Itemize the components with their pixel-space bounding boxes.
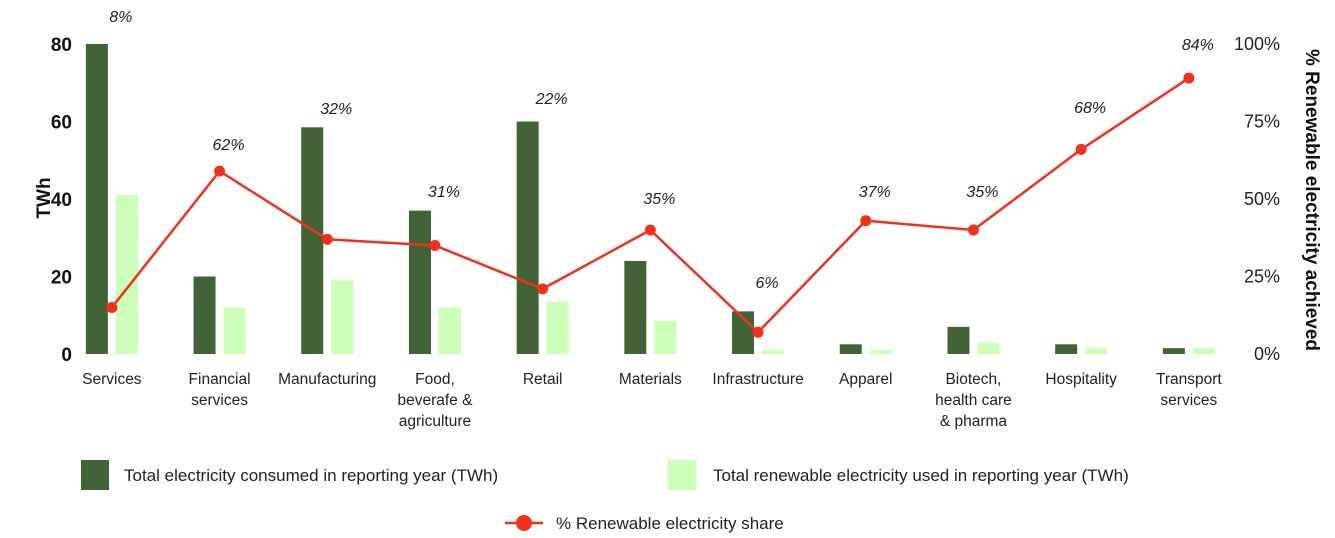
bar-consumed [947,326,970,354]
share-point [967,224,979,236]
bar-renewable [1085,348,1108,354]
bar-renewable [223,307,246,354]
bars-layer [85,44,1215,354]
percent-label: 32% [320,101,352,118]
category-labels: Services Financial services Manufacturing Fo… [82,371,1222,430]
category-label: Infrastructure [712,371,803,388]
share-point [321,233,333,245]
share-point [429,240,441,251]
bar-renewable [438,307,461,354]
right-tick-label: 25% [1244,267,1280,287]
bar-consumed [624,261,647,354]
bar-consumed [301,127,324,354]
percent-label: 35% [966,184,998,201]
bar-renewable [331,280,354,354]
category-label: Food, beverafe & agriculture [397,371,473,430]
left-tick-label: 0 [61,345,72,366]
legend-label-consumed: Total electricity consumed in reporting … [124,466,498,485]
percent-label: 8% [109,9,132,26]
share-point [106,302,118,313]
percent-label: 84% [1182,37,1214,54]
category-label: Retail [523,371,563,388]
bar-consumed [85,44,108,354]
right-tick-label: 50% [1244,189,1280,209]
share-point [1075,143,1087,155]
share-point [537,283,549,295]
right-tick-label: 0% [1254,344,1280,364]
right-axis-ticks: 0% 25% 50% 75% 100% [1234,34,1280,364]
left-tick-label: 20 [51,268,72,289]
bar-renewable [977,342,1000,354]
percent-label: 37% [859,184,891,201]
share-point [644,224,656,236]
bar-consumed [1055,344,1078,354]
left-axis-title: TWh [34,177,55,218]
percent-label: 6% [755,275,778,292]
right-tick-label: 75% [1244,112,1280,132]
bar-consumed [839,344,862,354]
right-axis-title: % Renewable electricity achieved [1301,49,1322,351]
category-label: Hospitality [1045,371,1117,388]
bar-consumed [516,121,539,354]
share-point [1183,72,1195,84]
right-tick-label: 100% [1234,34,1280,54]
bar-renewable [115,195,138,354]
bar-consumed [1162,348,1185,354]
line-layer [106,72,1195,338]
bar-consumed [193,276,216,354]
percent-label: 31% [428,184,460,201]
share-point [860,215,872,227]
left-tick-label: 40 [51,190,72,211]
share-point [752,326,764,338]
legend-label-share: % Renewable electricity share [556,514,784,533]
category-label: Manufacturing [278,371,376,388]
share-point [214,165,226,177]
percent-label: 22% [535,91,568,108]
left-axis-ticks: 0 20 40 60 80 [51,35,72,366]
bar-renewable [654,321,677,354]
left-tick-label: 80 [51,35,72,56]
category-label: Financial services [189,371,251,409]
percent-labels: 8% 62% 32% 31% 22% 35% 6% 37% 35% 68% 84% [109,9,1214,292]
legend-dot-marker [516,515,532,531]
bar-renewable [869,350,892,354]
bar-renewable [546,301,569,354]
category-label: Apparel [839,371,892,388]
category-label: Transport services [1156,371,1222,409]
percent-label: 35% [643,191,675,208]
legend-swatch-renewable [668,460,696,490]
percent-label: 68% [1074,100,1106,117]
legend-swatch-consumed [81,460,109,490]
bar-renewable [1192,348,1215,354]
category-label: Services [82,371,142,388]
bar-renewable [762,350,785,354]
bar-consumed [408,210,431,354]
legend: Total electricity consumed in reporting … [81,460,1129,533]
category-label: Materials [619,371,682,388]
legend-label-renewable: Total renewable electricity used in repo… [713,466,1129,485]
category-label: Biotech, health care & pharma [935,371,1012,430]
left-tick-label: 60 [51,113,72,134]
percent-label: 62% [213,137,245,154]
